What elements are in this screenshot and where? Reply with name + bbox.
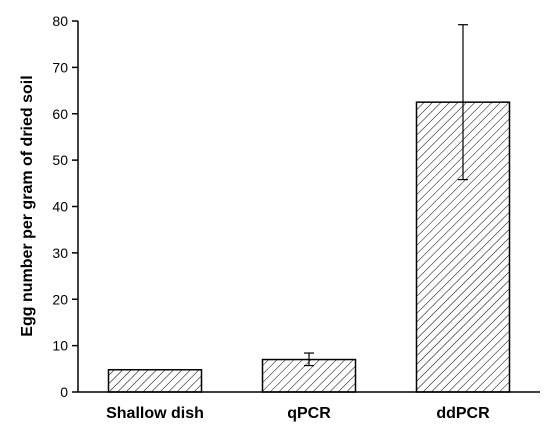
y-tick-label: 80 xyxy=(52,13,68,29)
y-tick-label: 40 xyxy=(52,199,68,215)
bars-layer xyxy=(107,101,511,393)
x-category-label: Shallow dish xyxy=(106,405,204,422)
x-category-label: ddPCR xyxy=(436,405,490,422)
y-axis-title: Egg number per gram of dried soil xyxy=(19,75,36,336)
y-tick-label: 0 xyxy=(60,384,68,400)
error-bars-layer xyxy=(304,24,468,367)
y-tick-label: 60 xyxy=(52,106,68,122)
y-tick-label: 50 xyxy=(52,152,68,168)
category-labels-layer: Shallow dish qPCR ddPCR xyxy=(106,405,490,422)
bar-shallow-dish xyxy=(107,368,203,393)
y-ticks-layer: 0 10 20 30 40 50 60 70 80 xyxy=(52,13,78,400)
y-tick-label: 20 xyxy=(52,291,68,307)
y-tick-label: 70 xyxy=(52,59,68,75)
y-tick-label: 30 xyxy=(52,245,68,261)
y-tick-label: 10 xyxy=(52,338,68,354)
x-category-label: qPCR xyxy=(287,405,331,422)
